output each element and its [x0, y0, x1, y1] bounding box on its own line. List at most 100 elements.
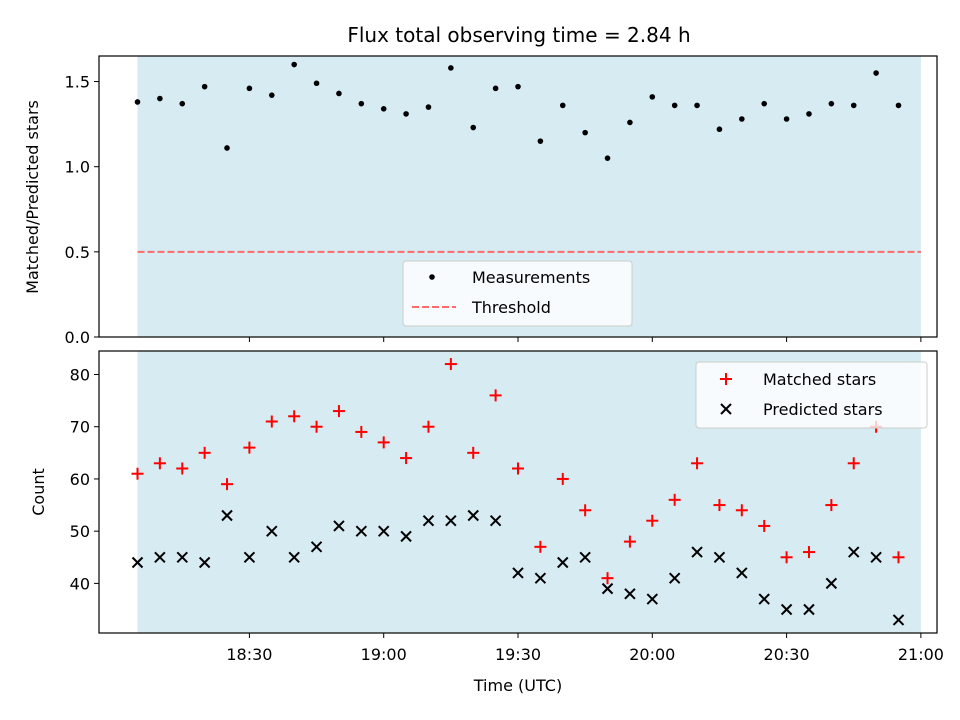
matched-star-point — [802, 546, 815, 559]
matched-star-point — [534, 540, 547, 553]
matched-star-point — [400, 452, 413, 465]
measurement-point — [739, 116, 745, 122]
top-y-tick-label: 1.0 — [65, 158, 90, 177]
x-tick-label: 20:30 — [764, 645, 810, 664]
predicted-star-point — [266, 525, 278, 537]
measurement-point — [627, 119, 633, 126]
bottom-y-tick-label: 60 — [70, 470, 90, 489]
predicted-star-point — [489, 515, 502, 527]
legend-predicted-marker — [720, 403, 732, 415]
predicted-star-point — [713, 551, 726, 563]
legend-threshold-label: Threshold — [471, 298, 551, 317]
predicted-star-point — [601, 582, 614, 595]
predicted-star-point — [422, 515, 435, 527]
predicted-star-point — [557, 556, 569, 569]
matched-star-point — [288, 410, 301, 423]
measurement-point — [537, 138, 544, 144]
predicted-star-point — [445, 515, 457, 527]
matched-star-point — [332, 405, 345, 418]
matched-star-point — [198, 446, 211, 459]
matched-star-point — [467, 446, 480, 459]
legend-measurements-label: Measurements — [472, 268, 590, 287]
predicted-star-point — [467, 509, 479, 522]
top-y-tick-label: 0.0 — [65, 328, 90, 347]
predicted-star-point — [825, 577, 838, 590]
bottom-y-tick-label: 40 — [70, 574, 90, 593]
matched-star-point — [892, 551, 905, 564]
measurement-point — [358, 100, 365, 107]
measurement-point — [492, 85, 499, 92]
top-y-tick-label: 0.5 — [65, 243, 90, 262]
top-legend: Measurements Threshold — [402, 260, 633, 327]
predicted-star-point — [691, 546, 703, 558]
measurement-point — [515, 83, 521, 90]
measurement-point — [559, 102, 566, 109]
measurement-point — [380, 105, 387, 112]
x-tick-label: 21:00 — [898, 645, 944, 664]
measurement-point — [761, 100, 768, 107]
matched-star-point — [176, 462, 189, 475]
top-ylabel: Matched/Predicted stars — [23, 100, 42, 294]
matched-star-point — [355, 425, 368, 438]
predicted-star-point — [400, 530, 412, 543]
measurement-point — [716, 126, 723, 133]
measurement-point — [201, 83, 208, 90]
matched-star-point — [646, 514, 659, 527]
predicted-star-point — [758, 593, 770, 605]
predicted-star-point — [624, 588, 636, 600]
top-panel: 0.0 0.5 1.0 1.5 Matched/Predicted stars Mea… — [23, 55, 938, 347]
matched-star-point — [422, 420, 435, 433]
measurement-point — [246, 85, 253, 92]
matched-star-point — [847, 457, 860, 470]
x-tick-label: 18:30 — [226, 645, 272, 664]
predicted-star-point — [780, 603, 793, 616]
measurement-point — [179, 100, 186, 107]
x-tick-label: 19:00 — [361, 645, 407, 664]
matched-star-point — [153, 457, 166, 470]
legend-measurements-marker — [429, 274, 435, 280]
matched-star-point — [377, 436, 390, 449]
bottom-axes-frame — [98, 350, 938, 634]
predicted-star-point — [534, 572, 547, 584]
matched-star-point — [623, 535, 636, 548]
measurement-point — [403, 111, 409, 117]
predicted-star-point — [646, 593, 659, 605]
bottom-ylabel: Count — [29, 468, 48, 516]
predicted-star-point — [288, 551, 300, 563]
top-axes-frame — [98, 55, 938, 338]
measurement-point — [582, 129, 588, 136]
measurement-point — [895, 102, 902, 109]
measurement-point — [783, 116, 790, 122]
x-tick-label: 19:30 — [495, 645, 541, 664]
measurement-point — [224, 145, 230, 151]
predicted-star-point — [870, 551, 882, 563]
x-axis-label: Time (UTC) — [473, 676, 562, 695]
matched-star-point — [310, 420, 323, 433]
predicted-star-point — [579, 551, 591, 563]
bottom-panel: 40 50 60 70 80 18:30 19:00 19:30 20:00 20:30 21:00… — [29, 350, 944, 695]
matched-star-point — [243, 441, 256, 454]
measurement-point — [850, 102, 857, 109]
x-tick-label: 20:00 — [629, 645, 675, 664]
bottom-y-tick-label: 50 — [70, 522, 90, 541]
legend-matched-label: Matched stars — [763, 370, 876, 389]
matched-star-point — [221, 478, 234, 491]
measurement-point — [134, 99, 141, 105]
matched-star-point — [556, 472, 569, 485]
matched-star-point — [512, 462, 524, 475]
measurement-point — [604, 155, 611, 161]
bottom-legend: Matched stars Predicted stars — [695, 361, 928, 429]
matched-star-point — [735, 504, 748, 517]
predicted-star-point — [243, 551, 256, 563]
matched-star-point — [489, 389, 502, 402]
matched-star-point — [825, 499, 838, 512]
legend-matched-marker — [720, 373, 732, 385]
measurement-point — [649, 94, 656, 100]
measurement-point — [470, 124, 477, 131]
measurement-point — [448, 65, 454, 71]
predicted-star-point — [310, 541, 323, 553]
predicted-star-point — [736, 567, 748, 579]
matched-star-point — [668, 493, 681, 506]
measurement-point — [828, 100, 835, 107]
measurement-point — [291, 61, 297, 68]
